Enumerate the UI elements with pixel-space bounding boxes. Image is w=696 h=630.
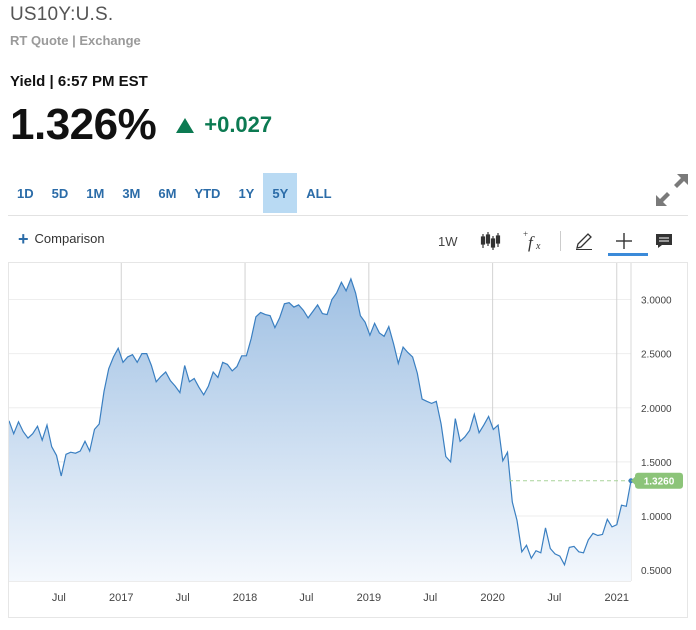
last-price: 1.326% [10, 100, 157, 149]
price-chart[interactable]: 3.0000 2.5000 2.0000 1.5000 1.0000 0.5000 Jul 2… [9, 263, 687, 617]
x-tick-label: 2020 [480, 592, 504, 604]
svg-text:f: f [528, 233, 535, 252]
svg-text:x: x [535, 241, 541, 252]
y-tick-label: 1.0000 [641, 512, 672, 523]
comparison-label: Comparison [34, 231, 105, 246]
comment-icon[interactable] [654, 229, 674, 253]
interval-button[interactable]: 1W [438, 233, 458, 249]
price-row: 1.326% +0.027 [10, 100, 272, 150]
y-tick-label: 2.0000 [641, 404, 672, 415]
series-area [9, 278, 631, 581]
chart-toolbar: + Comparison 1W + f x [8, 222, 688, 258]
range-selector: 1D 5D 1M 3M 6M YTD 1Y 5Y ALL [8, 173, 341, 213]
last-value-badge [635, 472, 683, 489]
x-tick-label: 2021 [605, 592, 629, 604]
y-tick-label: 1.5000 [641, 458, 672, 469]
symbol-title: US10Y:U.S. [10, 4, 114, 25]
x-tick-label: Jul [176, 592, 190, 604]
yield-timestamp: Yield | 6:57 PM EST [10, 73, 148, 90]
pencil-icon[interactable] [574, 229, 594, 253]
price-change: +0.027 [204, 112, 273, 137]
x-tick-label: 2017 [109, 592, 133, 604]
toolbar-divider [560, 231, 561, 251]
fx-icon[interactable]: + f x [522, 229, 546, 253]
range-5d[interactable]: 5D [51, 185, 69, 201]
range-5y[interactable]: 5Y [263, 173, 298, 213]
x-tick-label: 2019 [357, 592, 381, 604]
candlestick-icon[interactable] [480, 229, 502, 253]
y-tick-label: 3.0000 [641, 295, 672, 306]
last-value-pointer [631, 475, 636, 486]
active-tool-indicator [608, 253, 648, 256]
divider [8, 215, 688, 216]
series-line [9, 277, 632, 567]
up-arrow-icon [176, 117, 195, 133]
x-tick-label: Jul [52, 592, 66, 604]
x-tick-label: Jul [423, 592, 437, 604]
x-tick-label: 2018 [233, 592, 257, 604]
svg-text:+: + [523, 230, 528, 239]
y-tick-label: 2.5000 [641, 350, 672, 361]
chart-frame: 3.0000 2.5000 2.0000 1.5000 1.0000 0.5000 Jul 2… [8, 262, 688, 618]
y-tick-label: 0.5000 [641, 566, 672, 577]
range-all[interactable]: ALL [306, 185, 332, 201]
last-value-label: 1.3260 [644, 477, 675, 488]
x-tick-label: Jul [547, 592, 561, 604]
range-3m[interactable]: 3M [122, 185, 141, 201]
plus-icon: + [18, 228, 29, 249]
crosshair-icon[interactable] [614, 229, 634, 253]
range-6m[interactable]: 6M [158, 185, 177, 201]
range-1d[interactable]: 1D [17, 185, 34, 201]
range-1y[interactable]: 1Y [238, 185, 255, 201]
range-1m[interactable]: 1M [86, 185, 105, 201]
quote-source: RT Quote | Exchange [10, 33, 141, 48]
x-tick-label: Jul [299, 592, 313, 604]
range-ytd[interactable]: YTD [194, 185, 221, 201]
comparison-button[interactable]: + Comparison [18, 228, 105, 249]
expand-icon[interactable] [654, 172, 690, 208]
